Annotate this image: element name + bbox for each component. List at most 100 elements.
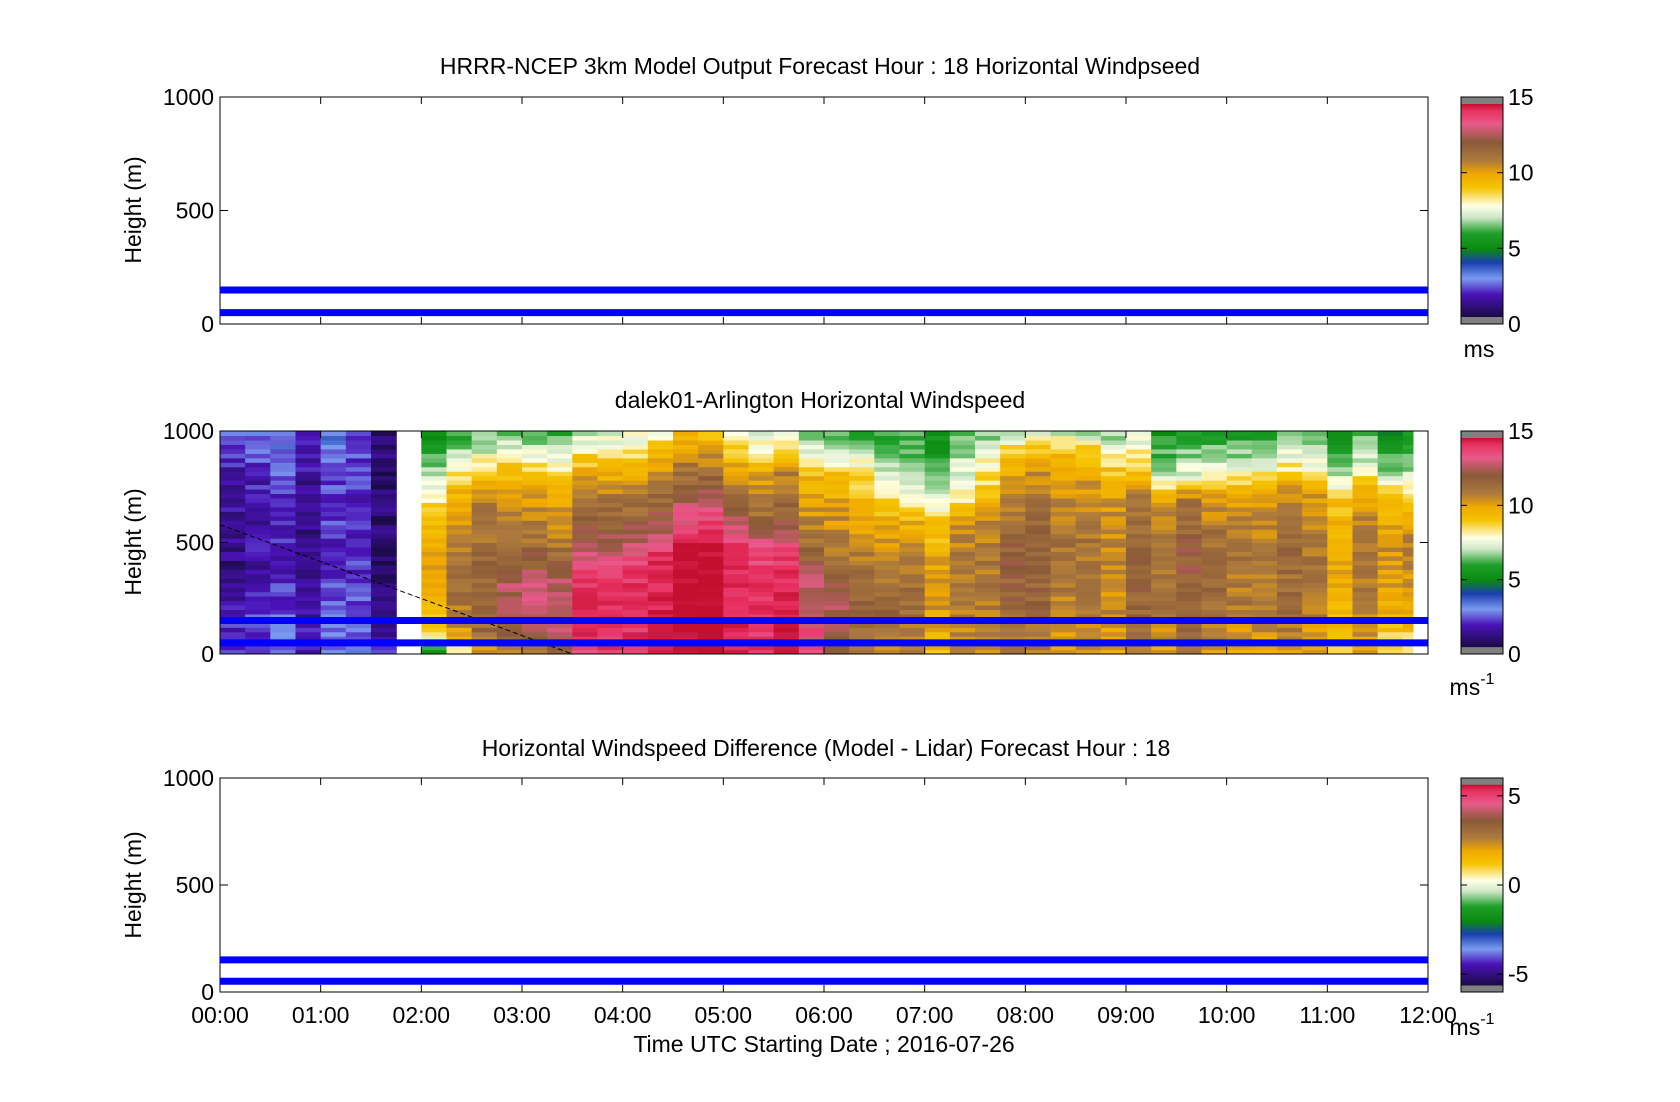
heatmap-cell [1050, 573, 1077, 579]
heatmap-cell [295, 529, 322, 535]
heatmap-cell [622, 506, 649, 512]
heatmap-cell [220, 475, 246, 481]
heatmap-cell [1302, 471, 1328, 477]
heatmap-cell [723, 497, 750, 503]
heatmap-cell [1151, 475, 1177, 481]
heatmap-cell [1000, 497, 1026, 503]
heatmap-cell [1075, 453, 1102, 459]
heatmap-cell [522, 471, 548, 477]
heatmap-cell [1226, 431, 1253, 437]
heatmap-cell [270, 555, 297, 561]
heatmap-cell [1226, 569, 1253, 575]
heatmap-cell [295, 493, 322, 499]
heatmap-cell [320, 600, 347, 606]
heatmap-cell [1000, 569, 1026, 575]
windspeed-heatmap [220, 431, 1414, 654]
heatmap-cell [1176, 582, 1203, 588]
heatmap-cell [1025, 471, 1052, 477]
heatmap-cell [824, 471, 850, 477]
heatmap-cell [1201, 649, 1228, 654]
heatmap-cell [1050, 448, 1077, 454]
heatmap-cell [673, 596, 699, 602]
heatmap-cell [1075, 587, 1102, 593]
heatmap-cell [748, 475, 775, 481]
heatmap-cell [471, 453, 498, 459]
panel-title: HRRR-NCEP 3km Model Output Forecast Hour… [440, 53, 1200, 79]
heatmap-cell [496, 520, 523, 526]
heatmap-cell [1075, 533, 1102, 539]
heatmap-cell [647, 622, 674, 628]
heatmap-cell [496, 600, 523, 606]
heatmap-cell [572, 484, 599, 490]
heatmap-cell [496, 560, 523, 566]
heatmap-cell [295, 564, 322, 570]
heatmap-cell [798, 520, 825, 526]
heatmap-cell [773, 582, 800, 588]
heatmap-cell [949, 542, 976, 548]
heatmap-cell [320, 484, 347, 490]
heatmap-cell [1050, 471, 1077, 477]
heatmap-cell [773, 453, 800, 459]
heatmap-cell [647, 520, 674, 526]
heatmap-cell [1050, 631, 1077, 637]
heatmap-cell [723, 578, 750, 584]
heatmap-cell [1000, 502, 1026, 508]
heatmap-cell [220, 649, 246, 654]
heatmap-cell [1050, 591, 1077, 597]
heatmap-cell [320, 546, 347, 553]
heatmap-cell [270, 497, 297, 503]
heatmap-cell [446, 600, 473, 606]
heatmap-cell [1176, 604, 1203, 610]
heatmap-cell [496, 533, 523, 539]
heatmap-cell [1352, 600, 1379, 606]
heatmap-cell [421, 560, 448, 566]
heatmap-cell [446, 578, 473, 584]
heatmap-cell [1100, 542, 1127, 548]
heatmap-cell [320, 448, 347, 454]
heatmap-cell [1277, 506, 1303, 512]
heatmap-cell [220, 493, 246, 499]
heatmap-cell [899, 457, 926, 463]
heatmap-cell [547, 587, 573, 593]
heatmap-cell [371, 587, 397, 593]
heatmap-cell [1251, 569, 1278, 575]
heatmap-cell [748, 457, 775, 463]
heatmap-cell [1100, 466, 1127, 472]
heatmap-cell [446, 493, 473, 499]
heatmap-cell [673, 431, 699, 437]
heatmap-cell [949, 596, 976, 602]
heatmap-cell [1025, 515, 1052, 521]
heatmap-cell [798, 493, 825, 499]
heatmap-cell [849, 515, 875, 521]
heatmap-cell [1302, 546, 1328, 553]
heatmap-cell [899, 604, 926, 610]
heatmap-cell [1126, 582, 1152, 588]
heatmap-cell [1226, 506, 1253, 512]
heatmap-cell [245, 538, 271, 544]
heatmap-cell [1327, 560, 1354, 566]
heatmap-cell [1100, 493, 1127, 499]
heatmap-cell [1176, 457, 1203, 463]
heatmap-cell [345, 587, 372, 593]
heatmap-cell [798, 524, 825, 530]
heatmap-cell [1251, 649, 1278, 654]
heatmap-cell [446, 645, 473, 651]
heatmap-cell [773, 444, 800, 450]
heatmap-cell [622, 475, 649, 481]
heatmap-cell [975, 627, 1001, 633]
heatmap-cell [1302, 457, 1328, 463]
heatmap-cell [1151, 480, 1177, 486]
heatmap-cell [798, 631, 825, 637]
heatmap-cell [320, 649, 347, 654]
heatmap-cell [748, 444, 775, 450]
heatmap-cell [1352, 609, 1379, 615]
heatmap-cell [1352, 533, 1379, 539]
heatmap-cell [1000, 444, 1026, 450]
heatmap-cell [924, 444, 951, 450]
heatmap-cell [1050, 497, 1077, 503]
heatmap-cell [496, 587, 523, 593]
heatmap-cell [874, 596, 901, 602]
heatmap-cell [899, 631, 926, 637]
heatmap-cell [975, 631, 1001, 637]
heatmap-cell [698, 636, 724, 642]
